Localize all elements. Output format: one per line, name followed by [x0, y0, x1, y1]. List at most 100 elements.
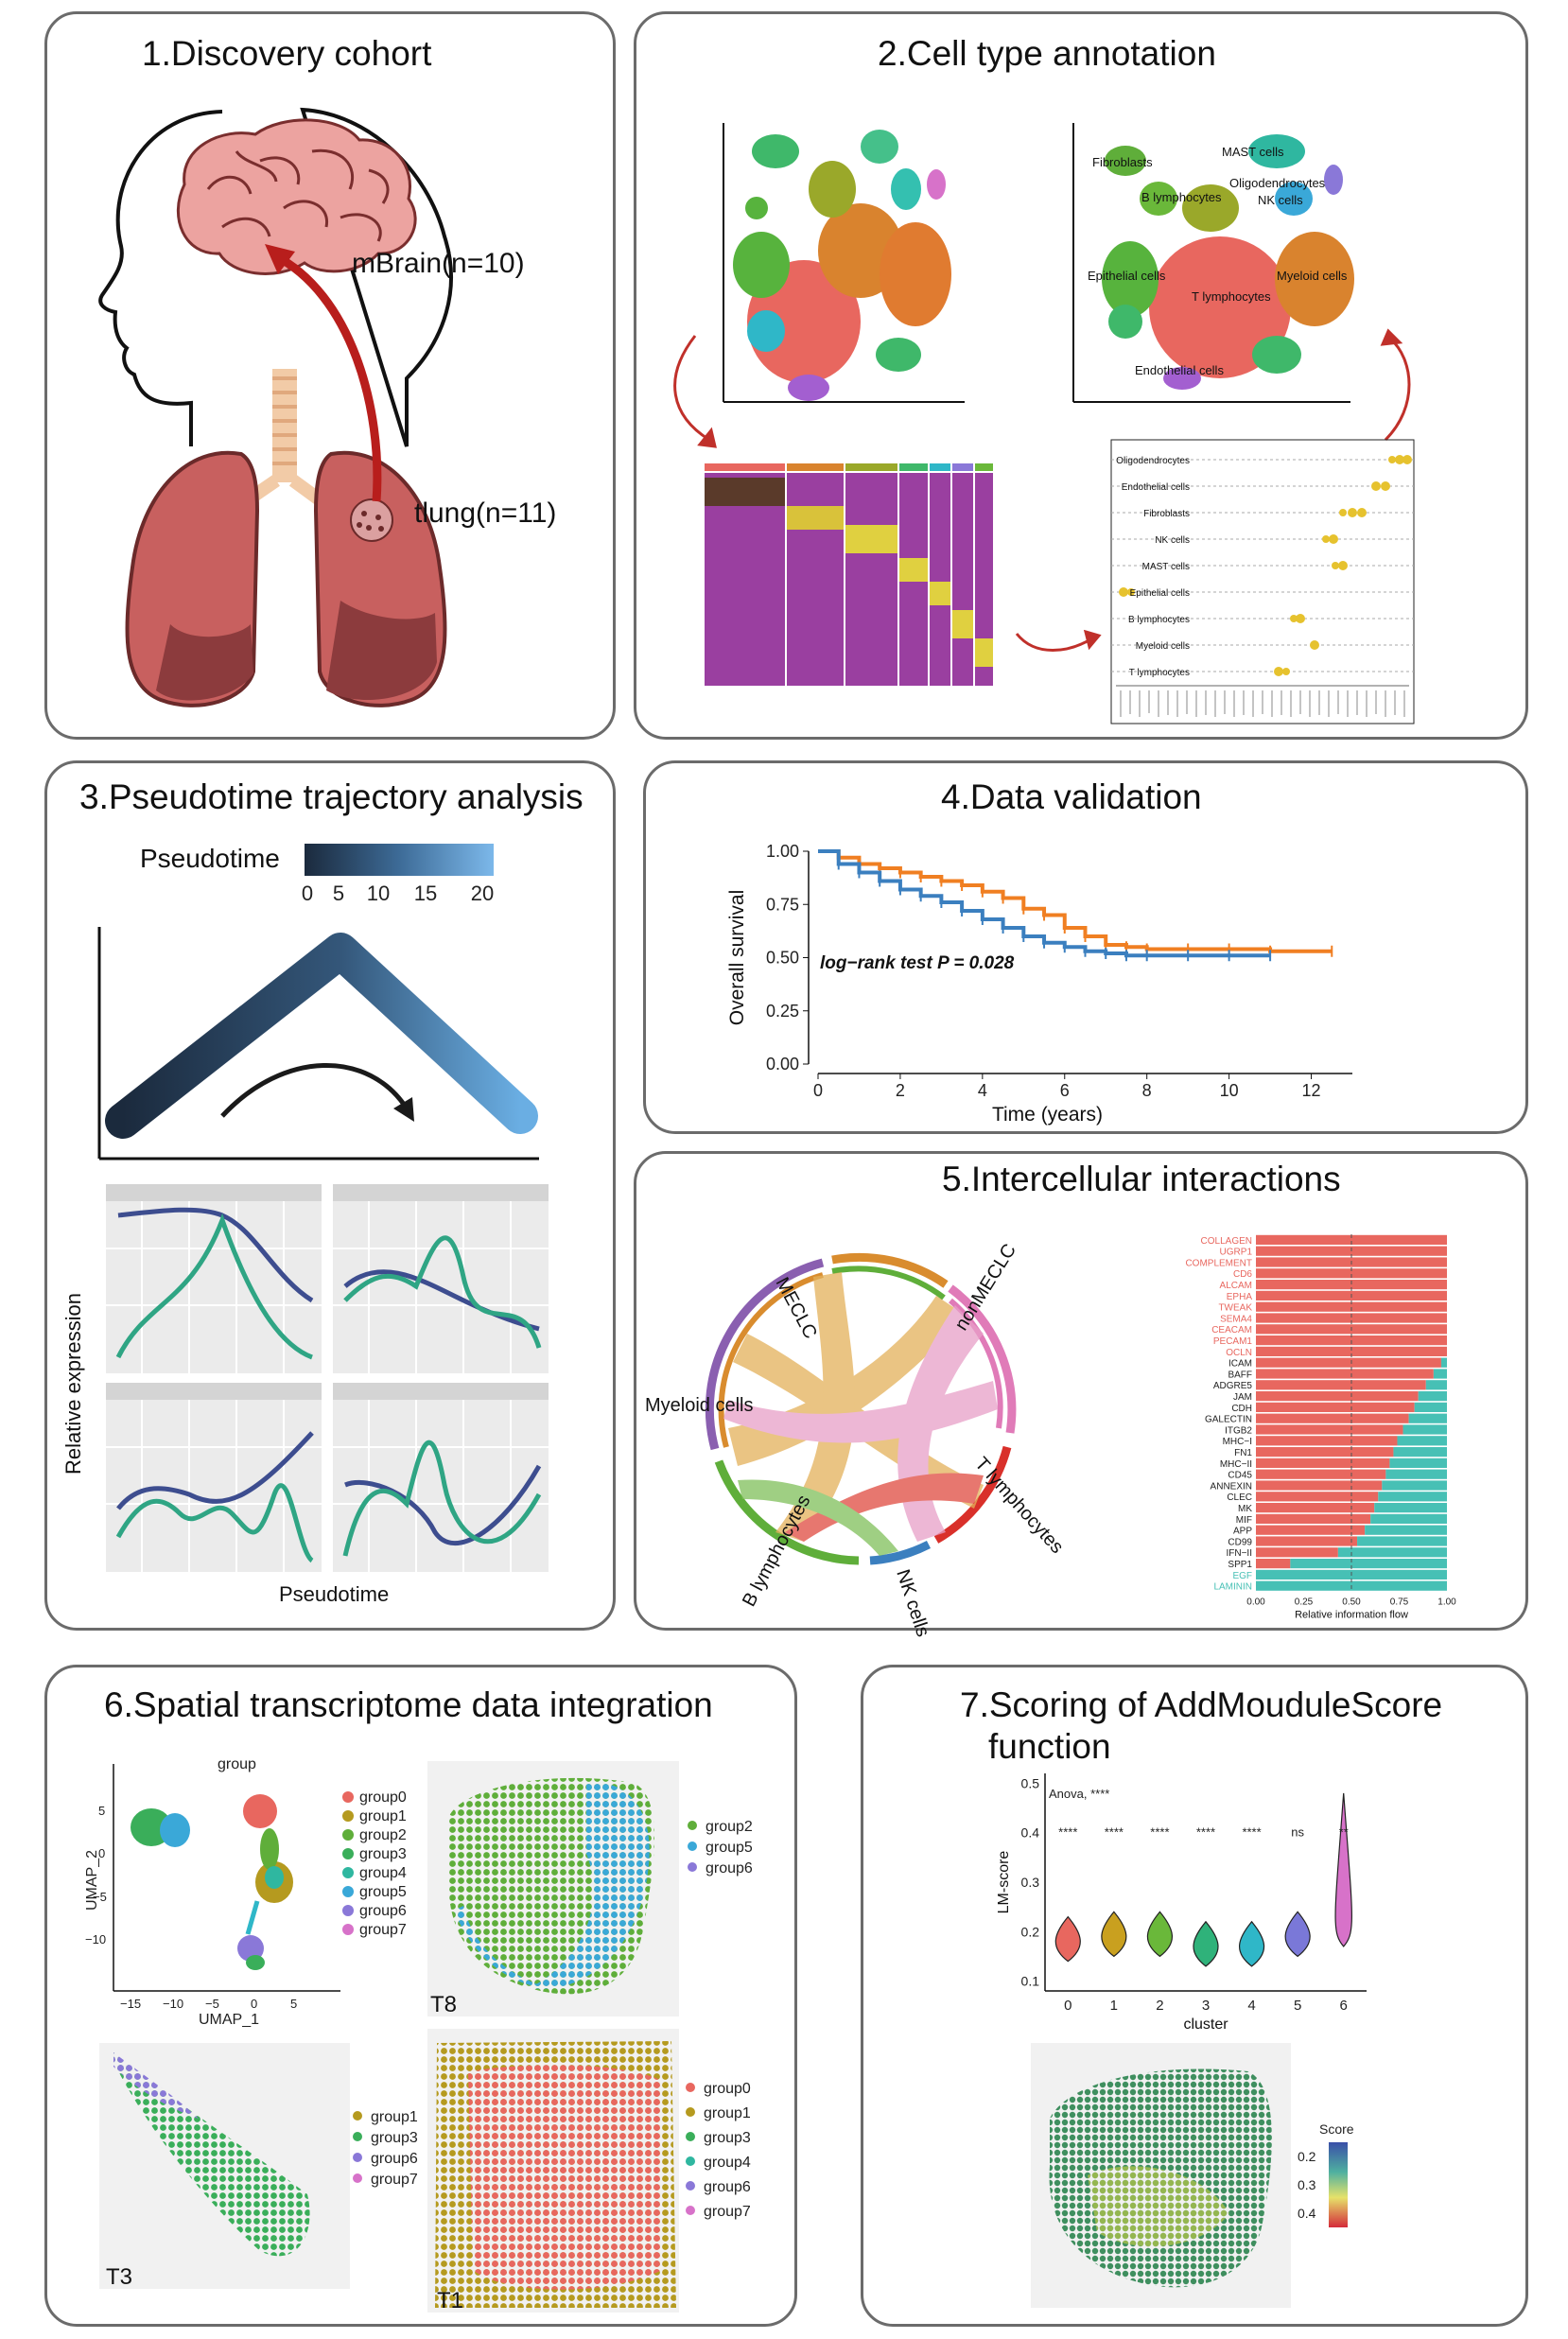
- flow-xtick: 0.75: [1390, 1597, 1409, 1608]
- violin-xtick-6: 6: [1340, 1998, 1348, 2014]
- flow-bar-red-0: [1256, 1234, 1447, 1245]
- violin-sig-3: ****: [1196, 1825, 1215, 1840]
- chord-label-meclc: MECLC: [772, 1274, 821, 1342]
- umap-xtick-1: −10: [163, 1997, 183, 2011]
- t1-label: T1: [437, 2288, 463, 2313]
- violin-ytick: 0.3: [1021, 1875, 1040, 1890]
- umap-ytick-0: 5: [98, 1804, 105, 1818]
- flow-label-14: JAM: [1233, 1392, 1252, 1403]
- flow-label-16: GALECTIN: [1205, 1415, 1252, 1425]
- trachea-icon: [242, 369, 326, 507]
- flow-label-30: EGF: [1232, 1571, 1252, 1581]
- flow-bar-red-23: [1256, 1492, 1379, 1502]
- flow-label-27: CD99: [1228, 1537, 1252, 1547]
- flow-label-18: MHC−I: [1223, 1437, 1252, 1447]
- t8-legend-2: group6: [706, 1860, 753, 1876]
- flow-label-7: SEMA4: [1220, 1314, 1252, 1324]
- flow-bar-red-19: [1256, 1447, 1394, 1458]
- flow-xtick: 0.25: [1295, 1597, 1314, 1608]
- score-tick-0: 0.2: [1298, 2149, 1316, 2164]
- km-xtick-label: 4: [978, 1081, 987, 1100]
- metastasis-arrow: [265, 244, 382, 502]
- flow-label-23: CLEC: [1227, 1492, 1252, 1503]
- flow-xtick: 0.50: [1342, 1597, 1361, 1608]
- tsne-labeled: [1072, 123, 1354, 403]
- flow-label-3: CD6: [1233, 1269, 1252, 1280]
- spatial-figure: group UMAP_1 UMAP_2 −15 −10 −5 0 5 5 0 −…: [84, 1756, 753, 2313]
- violin-4: [1239, 1920, 1265, 1967]
- flow-bar-teal-22: [1382, 1480, 1447, 1491]
- umap-xtick-0: −15: [120, 1997, 141, 2011]
- umap-ytick-3: −10: [85, 1932, 106, 1946]
- t8-label: T8: [430, 1992, 457, 2017]
- flow-bar-red-21: [1256, 1469, 1386, 1479]
- flow-bar-red-28: [1256, 1547, 1338, 1558]
- violin-xtick-3: 3: [1202, 1998, 1210, 2014]
- violin-6: [1334, 1792, 1352, 1947]
- flow-bar-red-3: [1256, 1268, 1447, 1279]
- panel-7-title-line2: function: [988, 1727, 1111, 1766]
- tsne-label-nk: NK cells: [1258, 193, 1303, 207]
- flow-label-11: ICAM: [1228, 1359, 1252, 1370]
- km-xtick-label: 12: [1302, 1081, 1321, 1100]
- chord-label-t: T lymphocytes: [970, 1454, 1067, 1558]
- tsne-label-b: B lymphocytes: [1141, 190, 1222, 204]
- information-flow-chart: COLLAGENUGRP1COMPLEMENTCD6ALCAMEPHATWEAK…: [1185, 1234, 1456, 1621]
- score-tick-1: 0.3: [1298, 2177, 1316, 2192]
- cell-annotation-figure: Fibroblasts MAST cells B lymphocytes Oli…: [673, 123, 1415, 724]
- dotplot-label-2: Fibroblasts: [1143, 509, 1190, 519]
- flow-bar-red-29: [1256, 1559, 1291, 1569]
- flow-label-15: CDH: [1231, 1404, 1252, 1414]
- km-xtick-label: 2: [896, 1081, 905, 1100]
- score-spatial-map: Score 0.2 0.3 0.4: [1031, 2043, 1354, 2308]
- chord-label-myeloid: Myeloid cells: [645, 1395, 753, 1416]
- t1-legend-0: group0: [704, 2081, 751, 2097]
- tsne-label-oligo: Oligodendrocytes: [1229, 176, 1326, 190]
- flow-bar-teal-17: [1402, 1424, 1447, 1435]
- violin-ytick: 0.4: [1021, 1825, 1040, 1841]
- t8-legend: group2 group5 group6: [688, 1819, 753, 1876]
- legend-tick-15: 15: [414, 881, 437, 905]
- violin-sig-6: **: [1339, 1825, 1349, 1840]
- km-xtick-label: 6: [1060, 1081, 1070, 1100]
- trajectory-plot: [97, 927, 539, 1161]
- survival-chart: 0.00 0.25 0.50 0.75 1.00 0 2 4 6 8 10 12 log−rank te…: [726, 842, 1352, 1126]
- umap-legend-5: group5: [359, 1884, 407, 1900]
- t3-legend-2: group6: [371, 2151, 418, 2167]
- flow-bar-teal-12: [1433, 1369, 1447, 1379]
- flow-bar-red-25: [1256, 1513, 1371, 1524]
- violin-ylabel: LM-score: [996, 1851, 1012, 1914]
- flow-label-20: MHC−II: [1220, 1459, 1252, 1470]
- lungs-icon: [125, 450, 447, 707]
- flow-bar-teal-19: [1393, 1447, 1447, 1458]
- umap-plot: [113, 1764, 340, 1992]
- flow-bar-red-7: [1256, 1313, 1447, 1323]
- t1-legend-4: group6: [704, 2179, 751, 2195]
- dotplot-label-3: NK cells: [1155, 535, 1190, 546]
- marker-heatmap: [705, 463, 993, 686]
- umap-legend-2: group2: [359, 1827, 407, 1843]
- dotplot-label-6: B lymphocytes: [1128, 615, 1190, 625]
- umap-ytick-2: −5: [93, 1890, 107, 1904]
- flow-label-25: MIF: [1236, 1515, 1252, 1526]
- flow-label-17: ITGB2: [1225, 1425, 1252, 1436]
- flow-bar-teal-25: [1370, 1513, 1447, 1524]
- spatial-section-t8: T8: [427, 1761, 679, 2017]
- score-tick-2: 0.4: [1298, 2206, 1316, 2221]
- violin-xtick-2: 2: [1156, 1998, 1163, 2014]
- flow-bar-teal-15: [1414, 1402, 1447, 1412]
- tlung-label: tlung(n=11): [414, 497, 557, 529]
- flow-label-29: SPP1: [1228, 1560, 1252, 1570]
- tsne-label-endothelial: Endothelial cells: [1135, 363, 1224, 377]
- violin-2: [1146, 1911, 1173, 1958]
- flow-bar-red-26: [1256, 1525, 1366, 1535]
- t3-legend-3: group7: [371, 2172, 418, 2188]
- flow-label-4: ALCAM: [1220, 1281, 1252, 1291]
- violin-0: [1054, 1915, 1081, 1963]
- marker-dotplot: [1110, 439, 1415, 724]
- t1-legend-2: group3: [704, 2130, 751, 2146]
- mbrain-label: mBrain(n=10): [352, 248, 525, 279]
- legend-tick-5: 5: [333, 881, 344, 905]
- violin-xtick-0: 0: [1064, 1998, 1071, 2014]
- expression-ylabel: Relative expression: [61, 1293, 85, 1475]
